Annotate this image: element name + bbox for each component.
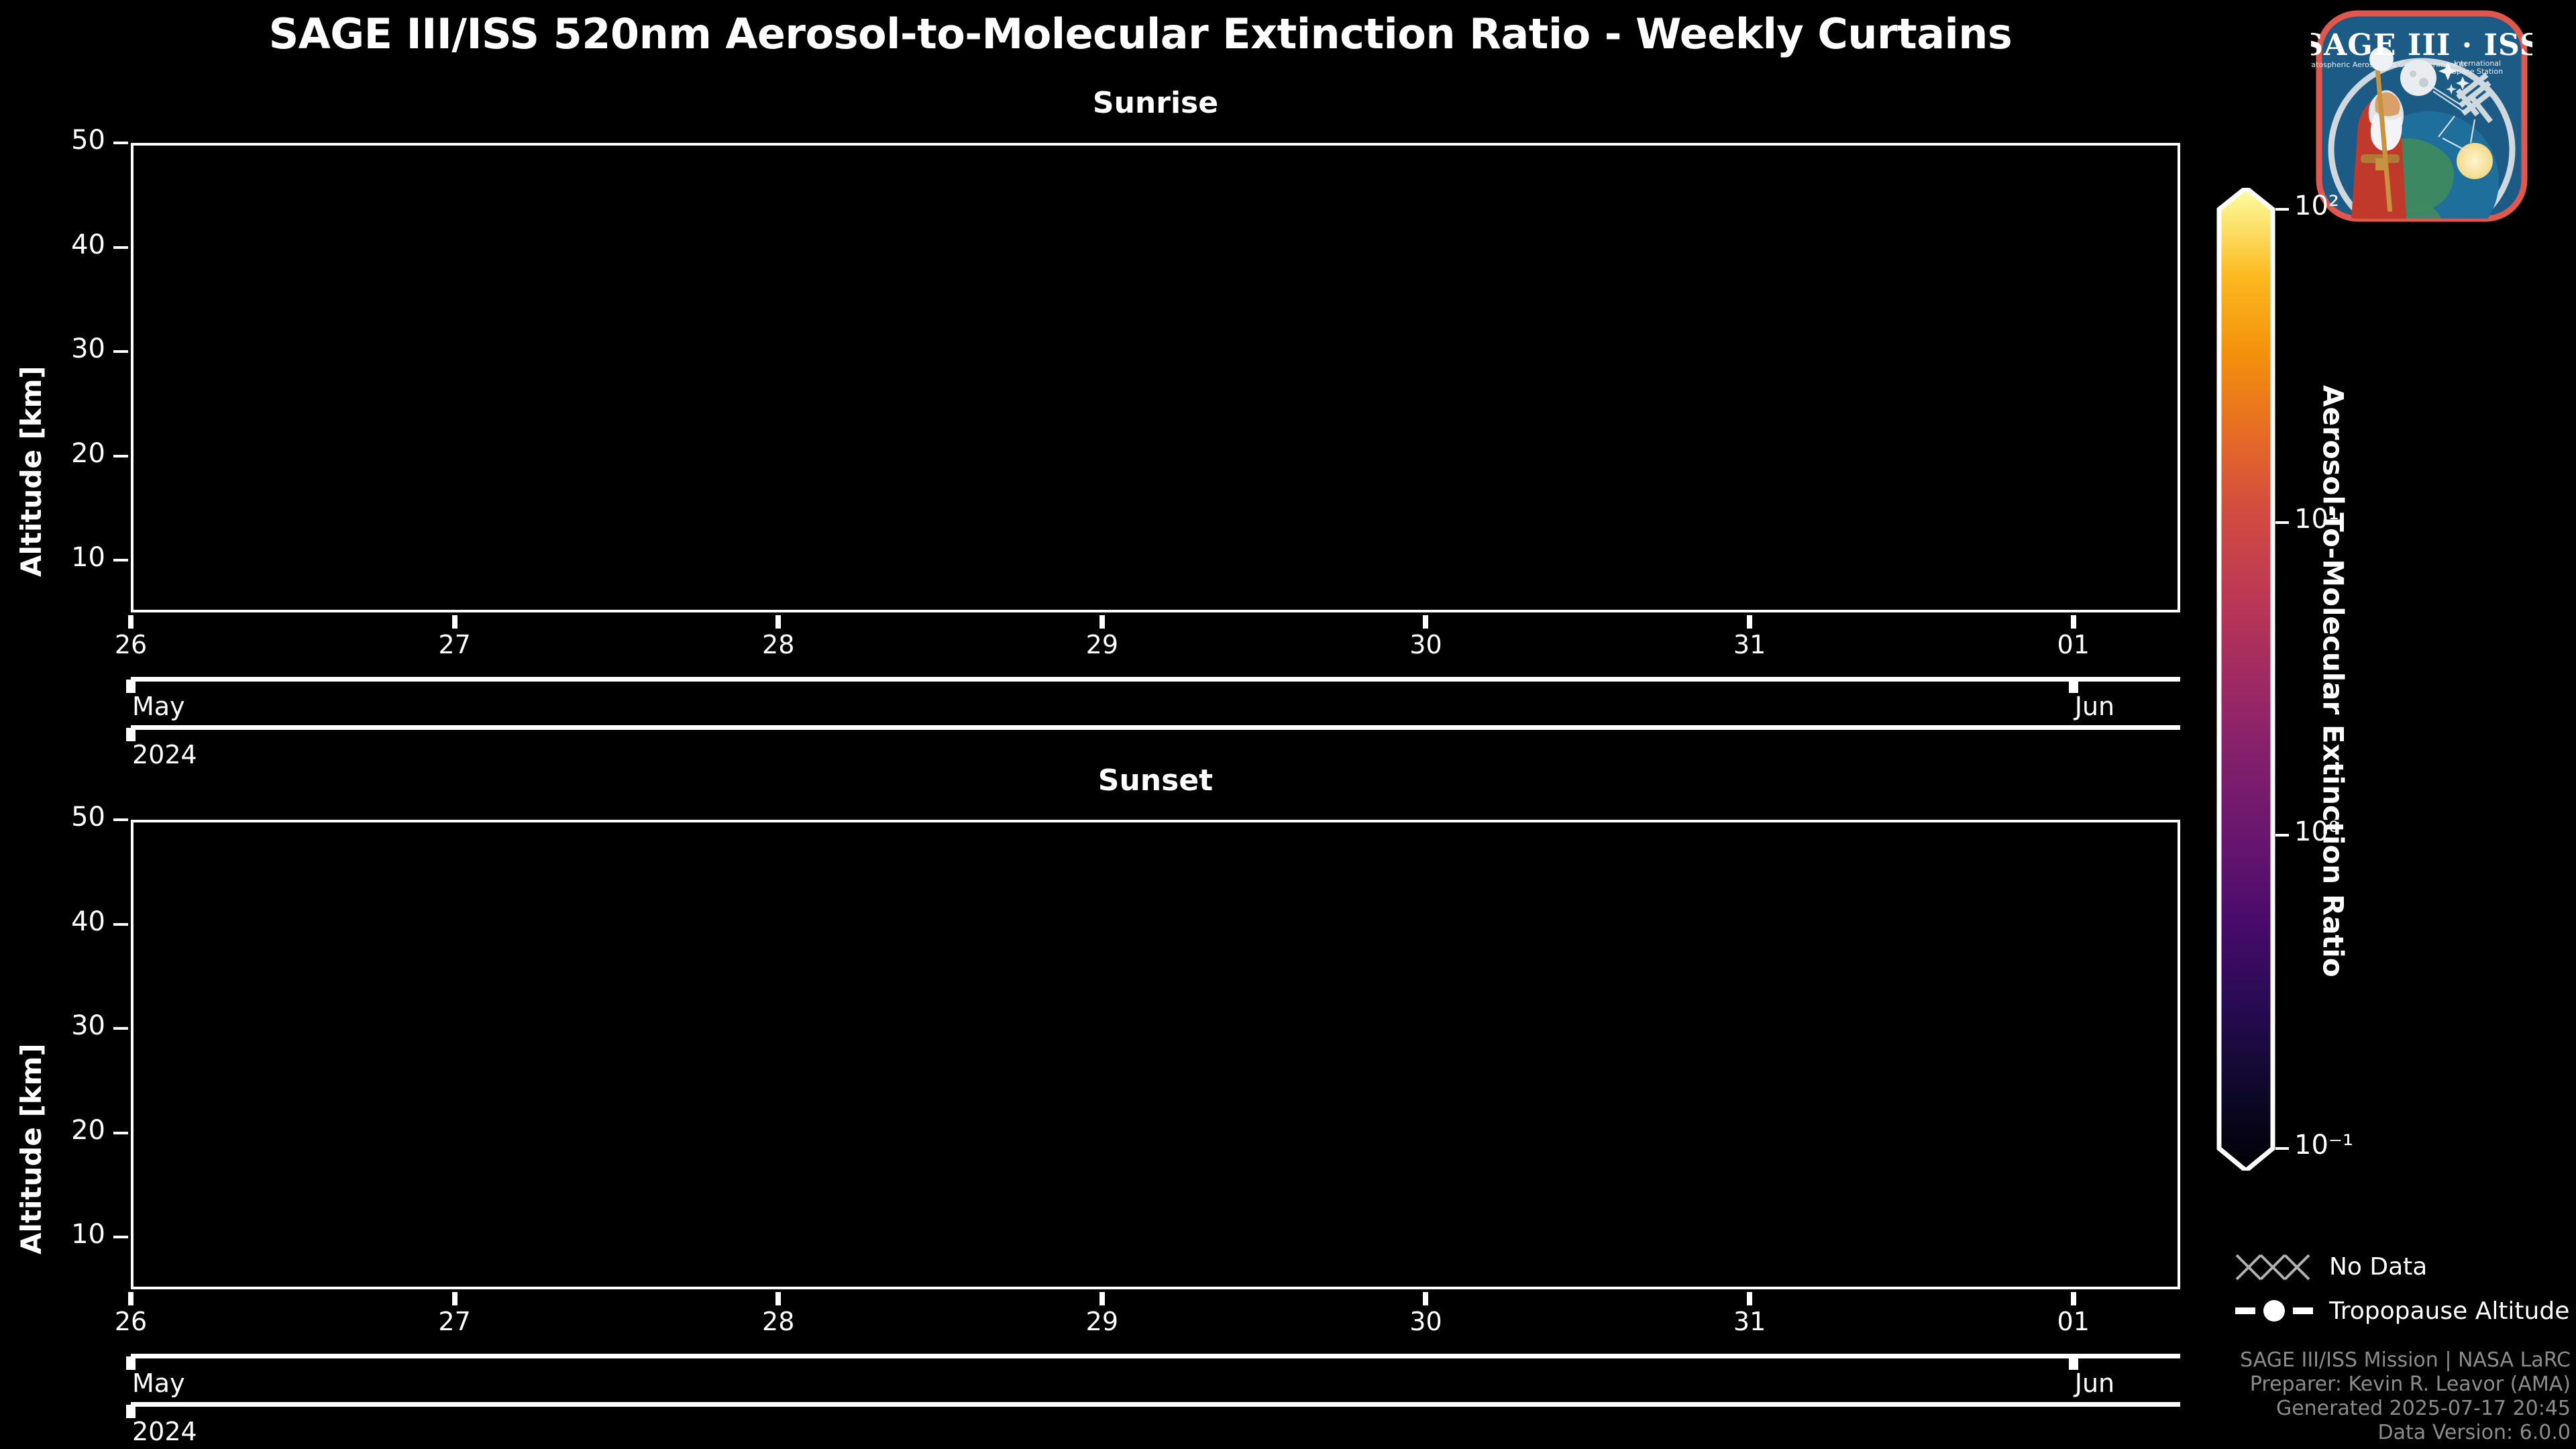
x-axis-day-label: 27 <box>438 1307 471 1336</box>
x-axis-day-tick-mark <box>2070 1292 2076 1305</box>
y-axis-tick-mark <box>113 142 128 144</box>
y-axis-tick-mark <box>113 246 128 249</box>
colorbar-gradient <box>2216 188 2275 1171</box>
heatmap-sunset[interactable] <box>131 820 2180 1289</box>
x-axis-day-label: 31 <box>1733 630 1766 659</box>
tropopause-marker-icon <box>2234 1295 2314 1326</box>
x-axis-month-label: Jun <box>2074 692 2115 721</box>
svg-text:International: International <box>2454 59 2501 68</box>
x-axis-day-tick-mark <box>1099 1292 1105 1305</box>
x-axis-day-tick-mark <box>1747 1292 1753 1305</box>
x-axis-day-tick-mark <box>1099 615 1105 629</box>
svg-text:SAGE III · ISS: SAGE III · ISS <box>2311 28 2532 62</box>
legend-item-no-data: No Data <box>2234 1248 2569 1285</box>
y-axis-tick-mark <box>113 350 128 354</box>
colorbar-tick-label: 10² <box>2294 191 2339 221</box>
x-axis-day-label: 28 <box>762 1307 795 1336</box>
page-title: SAGE III/ISS 520nm Aerosol-to-Molecular … <box>268 9 2012 58</box>
y-axis-tick-mark <box>113 1236 128 1239</box>
footer-line-generated: Generated 2025-07-17 20:45 <box>2275 1397 2571 1420</box>
heatmap-sunrise[interactable] <box>131 143 2180 612</box>
footer-line-version: Data Version: 6.0.0 <box>2377 1421 2571 1444</box>
colorbar-tick-mark <box>2275 208 2289 211</box>
x-axis-day-label: 26 <box>114 1307 148 1336</box>
x-axis-year-tick-mark <box>126 1405 136 1418</box>
y-axis-tick-label: 20 <box>71 1114 105 1146</box>
y-axis-tick-label: 40 <box>71 229 105 260</box>
x-axis-day-tick-mark <box>451 615 458 629</box>
x-axis-year-line <box>131 725 2180 730</box>
x-axis-day-tick-mark <box>1423 1292 1429 1305</box>
y-axis-tick-label: 10 <box>71 1219 105 1250</box>
y-axis-tick-mark <box>113 1027 128 1030</box>
colorbar-tick-mark <box>2275 521 2289 524</box>
x-axis-day-label: 01 <box>2057 630 2090 659</box>
sage-iii-iss-mission-patch-logo: SAGE III · ISS Stratospheric Aerosol and… <box>2311 5 2532 227</box>
footer-credits: SAGE III/ISS Mission | NASA LaRC Prepare… <box>2240 1348 2571 1445</box>
x-axis-month-tick-mark <box>2068 680 2078 693</box>
x-axis-year-label: 2024 <box>132 1417 197 1446</box>
colorbar-tick-mark <box>2275 834 2289 837</box>
svg-text:Stratospheric Aerosol and Gas: Stratospheric Aerosol and Gas Experiment… <box>2311 60 2466 69</box>
colorbar-tick-mark <box>2275 1147 2289 1150</box>
x-axis-day-tick-mark <box>128 615 133 629</box>
x-axis-day-label: 27 <box>438 630 471 659</box>
colorbar-tick-label: 10⁰ <box>2294 816 2339 848</box>
colorbar-tick-label: 10⁻¹ <box>2294 1130 2354 1161</box>
x-axis-day-tick-mark <box>775 615 782 629</box>
y-axis-tick-label: 50 <box>71 802 105 833</box>
x-axis-year-tick-mark <box>126 728 136 741</box>
x-axis-month-label: May <box>132 692 185 721</box>
x-axis-day-label: 31 <box>1733 1307 1766 1336</box>
x-axis-year-label: 2024 <box>132 740 197 769</box>
x-axis-day-label: 28 <box>762 630 795 659</box>
y-axis-tick-label: 20 <box>71 437 105 469</box>
y-axis-tick-label: 50 <box>71 125 105 156</box>
x-axis-day-label: 01 <box>2057 1307 2090 1336</box>
svg-text:Space Station: Space Station <box>2452 67 2503 76</box>
x-axis-day-label: 30 <box>1409 630 1442 659</box>
y-axis-tick-label: 10 <box>71 542 105 574</box>
x-axis-day-tick-mark <box>1423 615 1429 629</box>
x-axis-day-label: 29 <box>1085 630 1119 659</box>
x-axis-day-tick-mark <box>128 1292 133 1305</box>
x-axis-day-label: 29 <box>1085 1307 1119 1336</box>
colorbar-axis-label: Aerosol-To-Molecular Extinction Ratio <box>2316 384 2350 977</box>
x-axis-day-tick-mark <box>451 1292 458 1305</box>
panel-title-sunrise: Sunrise <box>1092 86 1219 120</box>
panel-title-sunset: Sunset <box>1097 763 1214 798</box>
legend-item-tropopause: Tropopause Altitude <box>2234 1292 2569 1330</box>
y-axis-tick-mark <box>113 1131 128 1134</box>
y-axis-tick-mark <box>113 559 128 562</box>
x-axis-month-tick-mark <box>126 1356 136 1370</box>
y-axis-tick-mark <box>113 922 128 926</box>
x-axis-day-tick-mark <box>2070 615 2076 629</box>
x-axis-day-label: 26 <box>114 630 148 659</box>
x-axis-month-line <box>131 1354 2180 1358</box>
x-axis-month-label: Jun <box>2074 1368 2115 1398</box>
x-axis-day-tick-mark <box>1747 615 1753 629</box>
x-axis-month-label: May <box>132 1368 185 1398</box>
x-axis-month-tick-mark <box>126 680 136 693</box>
x-axis-month-tick-mark <box>2068 1356 2078 1370</box>
y-axis-tick-mark <box>113 818 128 821</box>
legend: No Data Tropopause Altitude <box>2234 1248 2569 1336</box>
no-data-hatch-icon <box>2234 1251 2314 1282</box>
x-axis-day-label: 30 <box>1409 1307 1442 1336</box>
x-axis-day-tick-mark <box>775 1292 782 1305</box>
x-axis-month-line <box>131 677 2180 682</box>
colorbar-tick-label: 10¹ <box>2294 503 2339 535</box>
footer-line-preparer: Preparer: Kevin R. Leavor (AMA) <box>2249 1373 2571 1396</box>
y-axis-tick-label: 30 <box>71 1010 105 1042</box>
y-axis-tick-label: 40 <box>71 906 105 937</box>
y-axis-tick-mark <box>113 454 128 458</box>
legend-label-tropopause: Tropopause Altitude <box>2329 1297 2570 1325</box>
footer-line-mission: SAGE III/ISS Mission | NASA LaRC <box>2240 1348 2571 1372</box>
legend-label-no-data: No Data <box>2329 1252 2428 1281</box>
x-axis-year-line <box>131 1402 2180 1407</box>
y-axis-tick-label: 30 <box>71 333 105 365</box>
colorbar[interactable] <box>2214 188 2278 1171</box>
